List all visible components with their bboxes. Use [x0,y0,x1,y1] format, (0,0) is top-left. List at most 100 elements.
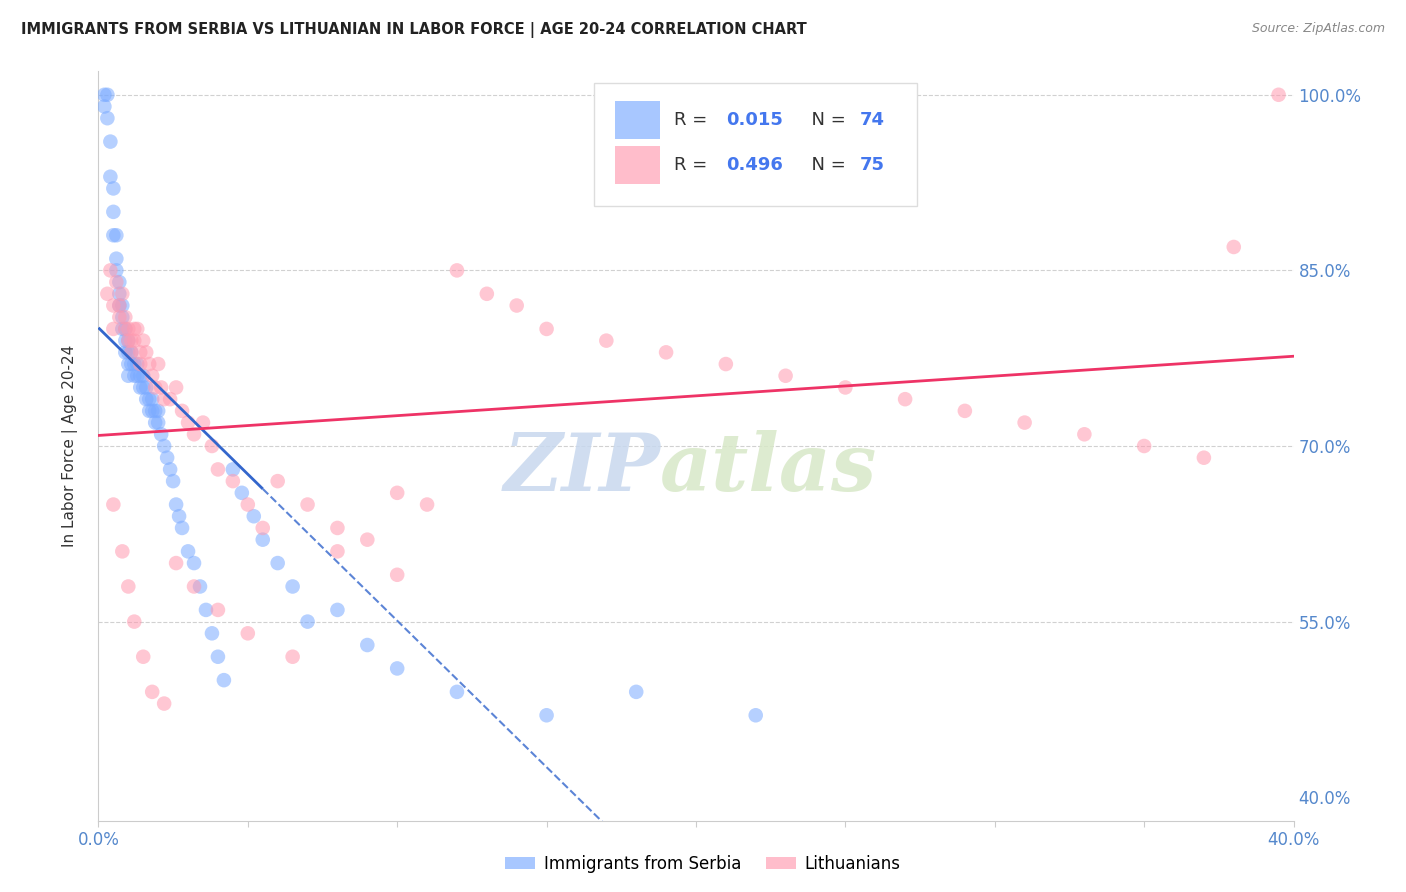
Point [177,416,200,430]
Point [143,404,166,418]
Point [124,368,146,383]
Point [252,521,274,535]
Point [141,392,163,407]
Point [385,567,409,582]
Point [98,169,122,184]
Text: ZIP: ZIP [503,430,661,508]
Point [595,334,617,348]
Point [105,275,128,289]
Point [132,334,155,348]
Point [446,263,468,277]
Point [356,533,378,547]
Point [156,450,179,465]
Point [98,263,122,277]
Bar [614,102,661,139]
Point [236,498,259,512]
Point [120,345,142,359]
Point [141,685,163,699]
Point [167,509,190,524]
Point [96,286,118,301]
Point [172,521,194,535]
Point [159,462,181,476]
Point [894,392,917,407]
Point [297,498,319,512]
Text: N =: N = [800,112,852,129]
Point [111,322,134,336]
Point [165,380,187,394]
Point [114,322,136,336]
Point [243,509,266,524]
Point [103,228,125,243]
Point [281,649,304,664]
Point [114,310,136,325]
Point [132,380,155,394]
Point [108,298,131,313]
Point [129,368,152,383]
Point [385,485,409,500]
Point [222,474,245,488]
Point [385,661,409,675]
Point [222,462,245,476]
Point [267,556,290,570]
Point [207,603,229,617]
Point [326,521,349,535]
Point [129,345,152,359]
Point [108,310,131,325]
Point [1192,450,1215,465]
Text: R =: R = [675,156,713,174]
Text: N =: N = [800,156,852,174]
Point [117,345,139,359]
Point [165,498,187,512]
Point [138,357,160,371]
Text: 0.496: 0.496 [725,156,783,174]
Point [124,322,146,336]
Point [207,462,229,476]
Point [148,357,170,371]
Point [1133,439,1156,453]
Text: atlas: atlas [661,430,877,508]
Point [475,286,498,301]
Text: IMMIGRANTS FROM SERBIA VS LITHUANIAN IN LABOR FORCE | AGE 20-24 CORRELATION CHAR: IMMIGRANTS FROM SERBIA VS LITHUANIAN IN … [21,22,807,38]
Point [714,357,737,371]
Point [108,275,131,289]
Point [297,615,319,629]
Point [148,404,170,418]
Point [103,498,125,512]
Point [127,368,149,383]
Point [117,580,139,594]
Point [143,380,166,394]
Point [150,427,173,442]
Point [231,485,253,500]
Point [536,708,558,723]
Point [114,334,136,348]
Point [132,368,155,383]
Point [114,322,136,336]
Point [150,380,173,394]
Point [1073,427,1095,442]
Point [183,580,205,594]
Point [183,427,205,442]
Point [162,474,184,488]
Point [191,416,214,430]
Point [111,544,134,558]
Point [135,345,157,359]
Point [201,439,224,453]
Y-axis label: In Labor Force | Age 20-24: In Labor Force | Age 20-24 [62,345,77,547]
Bar [614,146,661,184]
Point [138,404,160,418]
Point [326,544,349,558]
Point [124,615,146,629]
Point [108,298,131,313]
Point [138,392,160,407]
Point [626,685,648,699]
Point [141,368,163,383]
Point [98,135,122,149]
Point [132,649,155,664]
Point [1223,240,1246,254]
Point [135,380,157,394]
Point [212,673,235,688]
Point [111,310,134,325]
FancyBboxPatch shape [595,83,917,206]
Point [120,334,142,348]
Point [114,345,136,359]
